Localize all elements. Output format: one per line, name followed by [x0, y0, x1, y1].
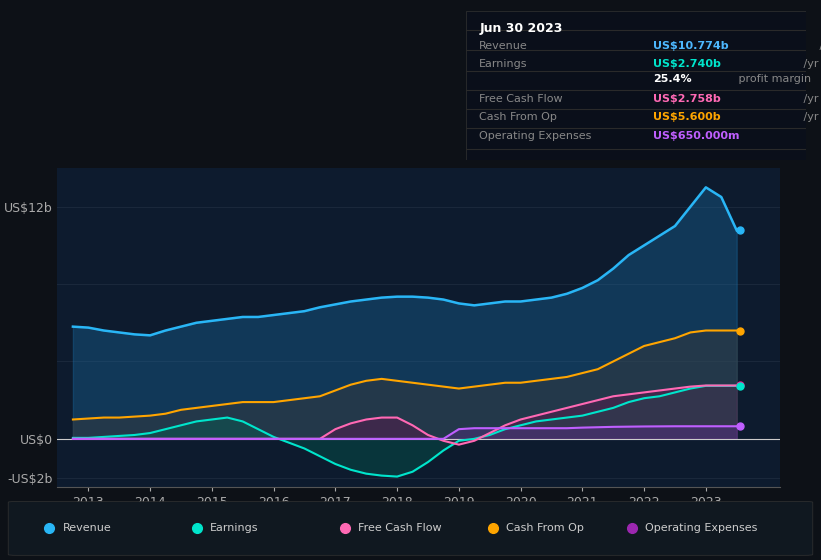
Text: Operating Expenses: Operating Expenses: [645, 524, 758, 534]
Text: Free Cash Flow: Free Cash Flow: [479, 94, 562, 104]
Text: US$2.740b: US$2.740b: [653, 59, 721, 69]
Text: Jun 30 2023: Jun 30 2023: [479, 22, 562, 35]
Text: Earnings: Earnings: [210, 524, 259, 534]
Text: 25.4%: 25.4%: [653, 73, 691, 83]
Text: Earnings: Earnings: [479, 59, 528, 69]
Text: /yr: /yr: [800, 59, 819, 69]
Text: /yr: /yr: [800, 112, 819, 122]
Text: US$2.758b: US$2.758b: [653, 94, 721, 104]
FancyBboxPatch shape: [466, 11, 806, 160]
Text: Revenue: Revenue: [62, 524, 111, 534]
Text: /yr: /yr: [816, 41, 821, 51]
Text: Free Cash Flow: Free Cash Flow: [358, 524, 442, 534]
Text: US$5.600b: US$5.600b: [653, 112, 721, 122]
Text: profit margin: profit margin: [735, 73, 811, 83]
Text: US$10.774b: US$10.774b: [653, 41, 728, 51]
Text: Revenue: Revenue: [479, 41, 528, 51]
Text: Cash From Op: Cash From Op: [479, 112, 557, 122]
FancyBboxPatch shape: [8, 502, 813, 556]
Text: Operating Expenses: Operating Expenses: [479, 132, 591, 142]
Text: Cash From Op: Cash From Op: [506, 524, 584, 534]
Text: US$650.000m: US$650.000m: [653, 132, 740, 142]
Text: /yr: /yr: [800, 94, 819, 104]
